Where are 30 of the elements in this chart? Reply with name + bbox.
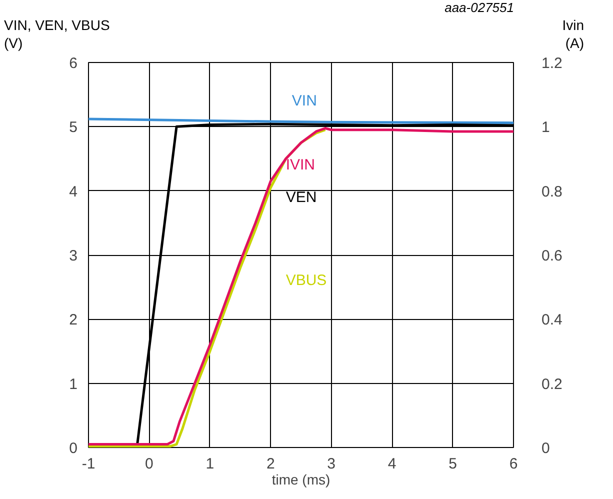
y-tick-label: 2	[69, 312, 78, 329]
y-tick-label: 3	[69, 248, 78, 264]
y2-tick-label: 0.6	[542, 248, 562, 264]
y2-tick-label: 1	[542, 119, 550, 136]
text: aaa-027551	[444, 0, 514, 17]
y2-axis-title: Ivin (A)	[561, 16, 584, 52]
text: VBUS	[286, 272, 327, 290]
x-tick-label: 4	[388, 456, 396, 472]
y2-tick-label: 1.2	[542, 55, 562, 72]
y-tick-label: 0	[69, 440, 78, 457]
x-tick-label: 1	[206, 456, 214, 472]
y-tick-label: 6	[69, 55, 78, 72]
x-axis-title: time (ms)	[272, 472, 330, 488]
y2-tick-label: 0.2	[542, 376, 562, 393]
y-tick-label: 4	[69, 183, 78, 200]
y2-tick-label: 0	[542, 440, 550, 457]
x-tick-label: 6	[509, 456, 518, 472]
series-label: IVIN	[286, 156, 316, 174]
x-tick-label: 3	[327, 456, 336, 472]
text: VEN	[286, 188, 317, 206]
y2-tick-label: 0.4	[542, 312, 562, 329]
x-tick-label: -1	[82, 456, 96, 472]
y2-tick-label: 0.8	[542, 183, 562, 200]
series-label: VIN	[292, 92, 317, 110]
x-tick-label: 5	[448, 456, 457, 472]
y-tick-label: 1	[69, 376, 78, 393]
y-tick-label: 5	[69, 119, 78, 136]
y-axis-title: VIN, VEN, VBUS (V)	[4, 16, 110, 52]
x-tick-label: 2	[266, 456, 275, 472]
x-tick-label: 0	[145, 456, 154, 472]
